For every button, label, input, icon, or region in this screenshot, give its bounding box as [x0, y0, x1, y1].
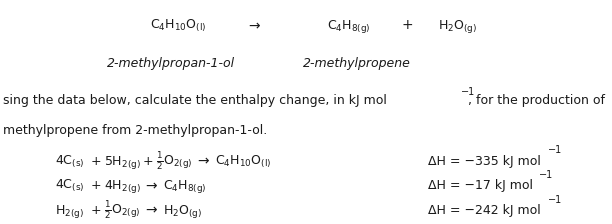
Text: $\mathregular{C_4H_{8(g)}}$: $\mathregular{C_4H_{8(g)}}$ — [327, 18, 371, 35]
Text: ΔH = −335 kJ mol: ΔH = −335 kJ mol — [428, 155, 541, 168]
Text: sing the data below, calculate the enthalpy change, in kJ mol: sing the data below, calculate the entha… — [3, 94, 387, 107]
Text: $\rightarrow$: $\rightarrow$ — [246, 18, 262, 32]
Text: $\mathregular{C_4H_{10}O_{(l)}}$: $\mathregular{C_4H_{10}O_{(l)}}$ — [150, 18, 206, 34]
Text: 2-methylpropene: 2-methylpropene — [303, 57, 411, 70]
Text: $\rightarrow$: $\rightarrow$ — [195, 154, 211, 168]
Text: methylpropene from 2-methylpropan-1-ol.: methylpropene from 2-methylpropan-1-ol. — [3, 124, 267, 137]
Text: −1: −1 — [548, 195, 562, 205]
Text: ΔH = −17 kJ mol: ΔH = −17 kJ mol — [428, 179, 534, 192]
Text: $\mathregular{\frac{1}{2}O_{2(g)}}$: $\mathregular{\frac{1}{2}O_{2(g)}}$ — [104, 199, 140, 221]
Text: +: + — [401, 18, 412, 32]
Text: $\mathregular{H_2O_{(g)}}$: $\mathregular{H_2O_{(g)}}$ — [163, 203, 203, 220]
Text: 2-methylpropan-1-ol: 2-methylpropan-1-ol — [107, 57, 235, 70]
Text: $\mathregular{4C_{(s)}}$: $\mathregular{4C_{(s)}}$ — [55, 153, 84, 170]
Text: +: + — [91, 179, 101, 192]
Text: −1: −1 — [539, 170, 553, 180]
Text: −1: −1 — [548, 145, 562, 155]
Text: $\rightarrow$: $\rightarrow$ — [143, 178, 159, 192]
Text: $\mathregular{C_4H_{8(g)}}$: $\mathregular{C_4H_{8(g)}}$ — [163, 178, 207, 195]
Text: +: + — [91, 204, 101, 217]
Text: +: + — [91, 155, 101, 168]
Text: $\mathregular{5H_{2(g)}}$: $\mathregular{5H_{2(g)}}$ — [104, 154, 141, 171]
Text: $\mathregular{H_2O_{(g)}}$: $\mathregular{H_2O_{(g)}}$ — [438, 18, 477, 35]
Text: −1: −1 — [461, 87, 476, 97]
Text: $\mathregular{H_{2(g)}}$: $\mathregular{H_{2(g)}}$ — [55, 203, 84, 220]
Text: $\mathregular{4C_{(s)}}$: $\mathregular{4C_{(s)}}$ — [55, 178, 84, 194]
Text: , for the production of: , for the production of — [468, 94, 605, 107]
Text: $\mathregular{4H_{2(g)}}$: $\mathregular{4H_{2(g)}}$ — [104, 178, 141, 195]
Text: $\rightarrow$: $\rightarrow$ — [143, 203, 159, 217]
Text: $\mathregular{C_4H_{10}O_{(l)}}$: $\mathregular{C_4H_{10}O_{(l)}}$ — [215, 153, 272, 170]
Text: ΔH = −242 kJ mol: ΔH = −242 kJ mol — [428, 204, 541, 217]
Text: +: + — [143, 155, 153, 168]
Text: $\mathregular{\frac{1}{2}O_{2(g)}}$: $\mathregular{\frac{1}{2}O_{2(g)}}$ — [156, 150, 192, 172]
